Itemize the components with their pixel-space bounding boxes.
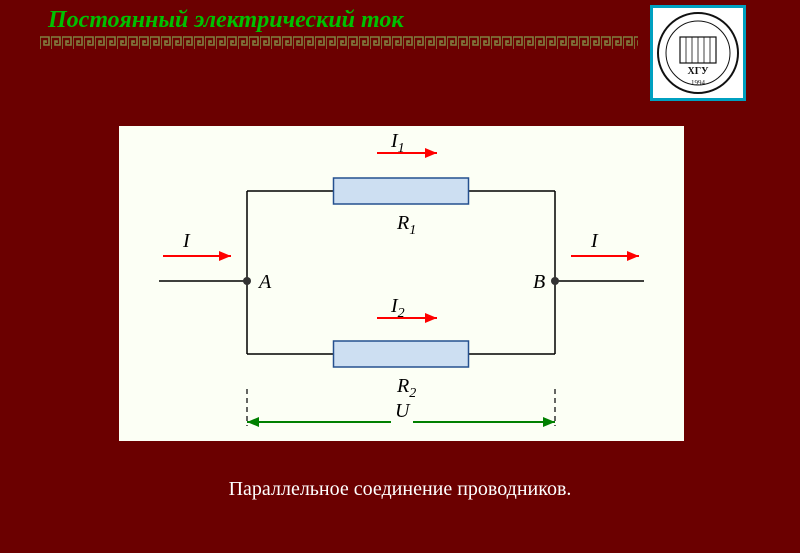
svg-text:B: B [533,271,545,293]
circuit-diagram: ABI1R1I2R2IIU [119,126,684,441]
circuit-svg: ABI1R1I2R2IIU [119,126,684,441]
caption-text: Параллельное соединение проводников. [229,478,572,500]
university-logo: ХГУ 1994 [650,5,746,101]
logo-year: 1994 [691,79,706,87]
logo-text: ХГУ [688,66,710,77]
svg-text:R1: R1 [396,212,416,238]
slide-title: Постоянный электрический ток [48,7,404,34]
svg-text:A: A [257,271,272,293]
logo-svg: ХГУ 1994 [656,11,740,95]
svg-text:I: I [182,230,191,252]
slide-caption: Параллельное соединение проводников. [0,478,800,501]
greek-key-border [40,36,638,50]
svg-text:U: U [395,400,411,422]
title-text: Постоянный электрический ток [48,7,404,33]
svg-text:I: I [590,230,599,252]
svg-text:R2: R2 [396,375,416,401]
